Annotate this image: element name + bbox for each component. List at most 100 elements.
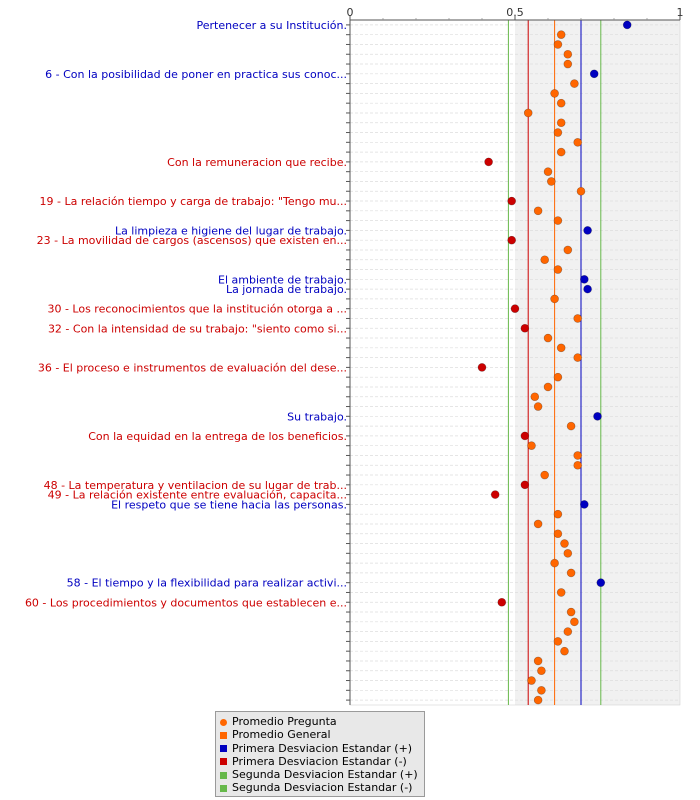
legend-label: Segunda Desviacion Estandar (-) <box>232 781 413 795</box>
data-point <box>530 392 540 402</box>
category-label: Su trabajo. <box>287 410 347 423</box>
data-point <box>556 588 566 597</box>
data-point <box>484 157 493 167</box>
data-point <box>556 118 566 128</box>
data-point <box>550 89 559 98</box>
data-point <box>563 627 573 636</box>
data-point <box>553 509 563 519</box>
data-point <box>537 666 546 676</box>
data-point <box>570 617 579 627</box>
data-point <box>573 138 583 147</box>
x-tick-label: 1 <box>677 6 684 19</box>
data-point <box>596 578 606 587</box>
category-label: El respeto que se tiene hacia las person… <box>111 498 347 511</box>
chart-legend: Promedio Pregunta Promedio General Primera… <box>215 711 425 797</box>
data-point <box>556 343 566 353</box>
data-point <box>563 549 573 558</box>
data-point <box>533 695 543 705</box>
data-point <box>553 40 563 49</box>
legend-item: Promedio General <box>218 728 424 741</box>
category-label: 36 - El proceso e instrumentos de evalua… <box>38 361 347 374</box>
legend-item: Primera Desviacion Estandar (+) <box>218 742 424 755</box>
legend-item: Segunda Desviacion Estandar (-) <box>218 781 424 794</box>
legend-swatch <box>220 784 227 792</box>
data-point <box>622 20 632 30</box>
category-label: La limpieza e higiene del lugar de traba… <box>115 224 347 237</box>
data-point <box>523 108 533 118</box>
data-point <box>556 98 566 108</box>
data-point <box>589 69 599 79</box>
data-point <box>540 255 550 265</box>
category-label: La jornada de trabajo. <box>226 283 347 296</box>
data-point <box>510 304 520 313</box>
legend-swatch <box>220 718 227 726</box>
data-point <box>566 421 576 431</box>
data-point <box>570 79 579 88</box>
data-point <box>477 363 487 372</box>
scatter-chart: 0 0.5 1 Pertenecer a su Institución. 6 - Con… <box>25 6 684 706</box>
data-point <box>553 265 563 274</box>
data-point <box>543 167 553 176</box>
legend-item: Primera Desviacion Estandar (-) <box>218 755 424 768</box>
data-point <box>490 490 500 499</box>
data-point <box>579 275 589 284</box>
data-point <box>579 500 589 509</box>
data-point <box>543 382 553 392</box>
data-point <box>556 30 566 39</box>
data-point <box>533 206 543 216</box>
data-point <box>573 314 583 323</box>
data-point <box>546 177 556 186</box>
data-point <box>566 607 576 617</box>
data-point <box>553 637 563 646</box>
category-label: 6 - Con la posibilidad de poner en pract… <box>45 68 347 81</box>
data-point <box>533 402 543 411</box>
shaded-region <box>515 20 680 705</box>
data-point <box>583 226 592 235</box>
category-label: Con la remuneracion que recibe. <box>167 156 347 169</box>
data-point <box>543 333 553 343</box>
data-point <box>566 568 576 578</box>
data-point <box>583 284 592 294</box>
category-label: 23 - La movilidad de cargos (ascensos) q… <box>37 234 347 247</box>
legend-label: Promedio General <box>232 728 331 742</box>
legend-label: Primera Desviacion Estandar (+) <box>232 741 413 755</box>
category-label: 58 - El tiempo y la flexibilidad para re… <box>67 577 347 590</box>
legend-label: Promedio Pregunta <box>232 715 337 728</box>
data-point <box>563 245 573 255</box>
data-point <box>520 431 530 441</box>
data-point <box>553 372 563 382</box>
data-point <box>573 451 583 460</box>
category-label: 32 - Con la intensidad de su trabajo: "s… <box>48 322 347 335</box>
data-point <box>497 597 507 607</box>
data-point <box>540 470 550 480</box>
data-point <box>560 646 569 656</box>
data-point <box>553 128 563 137</box>
category-label: El ambiente de trabajo. <box>218 273 347 286</box>
data-point <box>563 59 573 69</box>
data-point <box>507 196 517 206</box>
category-label: 60 - Los procedimientos y documentos que… <box>25 596 347 609</box>
data-point <box>507 235 517 245</box>
category-label: 30 - Los reconocimientos que la instituc… <box>47 303 347 316</box>
x-tick-label: 0.5 <box>506 6 524 19</box>
legend-swatch <box>220 745 227 753</box>
category-label: Con la equidad en la entrega de los bene… <box>88 430 347 443</box>
category-label: Pertenecer a su Institución. <box>196 19 347 32</box>
data-point <box>520 323 530 333</box>
data-point <box>550 558 559 568</box>
legend-swatch <box>220 771 227 779</box>
data-point <box>556 147 566 157</box>
data-point <box>520 480 530 490</box>
category-label: 49 - La relación existente entre evaluac… <box>48 489 347 502</box>
data-point <box>553 529 563 539</box>
legend-item: Segunda Desviacion Estandar (+) <box>218 768 424 781</box>
legend-swatch <box>220 731 227 739</box>
x-tick-label: 0 <box>347 6 354 19</box>
data-point <box>553 216 563 225</box>
data-point <box>527 441 536 450</box>
data-point <box>537 686 546 695</box>
legend-label: Primera Desviacion Estandar (-) <box>232 754 407 768</box>
data-point <box>533 519 543 529</box>
data-point <box>593 412 602 421</box>
data-point <box>563 49 573 59</box>
